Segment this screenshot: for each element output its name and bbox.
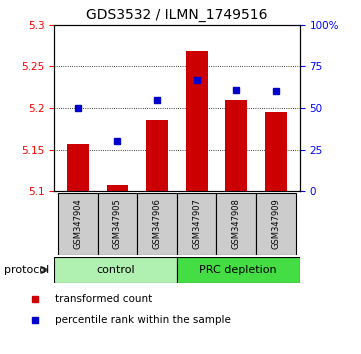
Text: GSM347904: GSM347904: [73, 199, 82, 249]
Bar: [67, 144, 89, 191]
Text: control: control: [96, 265, 135, 275]
Text: GSM347906: GSM347906: [153, 199, 162, 249]
Bar: [106, 184, 129, 191]
Text: GSM347908: GSM347908: [232, 199, 241, 249]
Text: percentile rank within the sample: percentile rank within the sample: [55, 315, 230, 325]
Bar: [177, 193, 217, 255]
Text: PRC depletion: PRC depletion: [199, 265, 277, 275]
Bar: [58, 193, 98, 255]
Bar: [265, 112, 287, 191]
Text: transformed count: transformed count: [55, 293, 152, 304]
Bar: [98, 193, 137, 255]
Bar: [225, 99, 247, 191]
Text: GSM347909: GSM347909: [271, 199, 280, 249]
Bar: [54, 257, 177, 283]
Bar: [137, 193, 177, 255]
Text: GSM347907: GSM347907: [192, 199, 201, 249]
Title: GDS3532 / ILMN_1749516: GDS3532 / ILMN_1749516: [86, 8, 268, 22]
Bar: [217, 193, 256, 255]
Bar: [177, 257, 300, 283]
Bar: [256, 193, 296, 255]
Text: GSM347905: GSM347905: [113, 199, 122, 249]
Bar: [146, 120, 168, 191]
Text: protocol: protocol: [4, 265, 49, 275]
Bar: [186, 51, 208, 191]
